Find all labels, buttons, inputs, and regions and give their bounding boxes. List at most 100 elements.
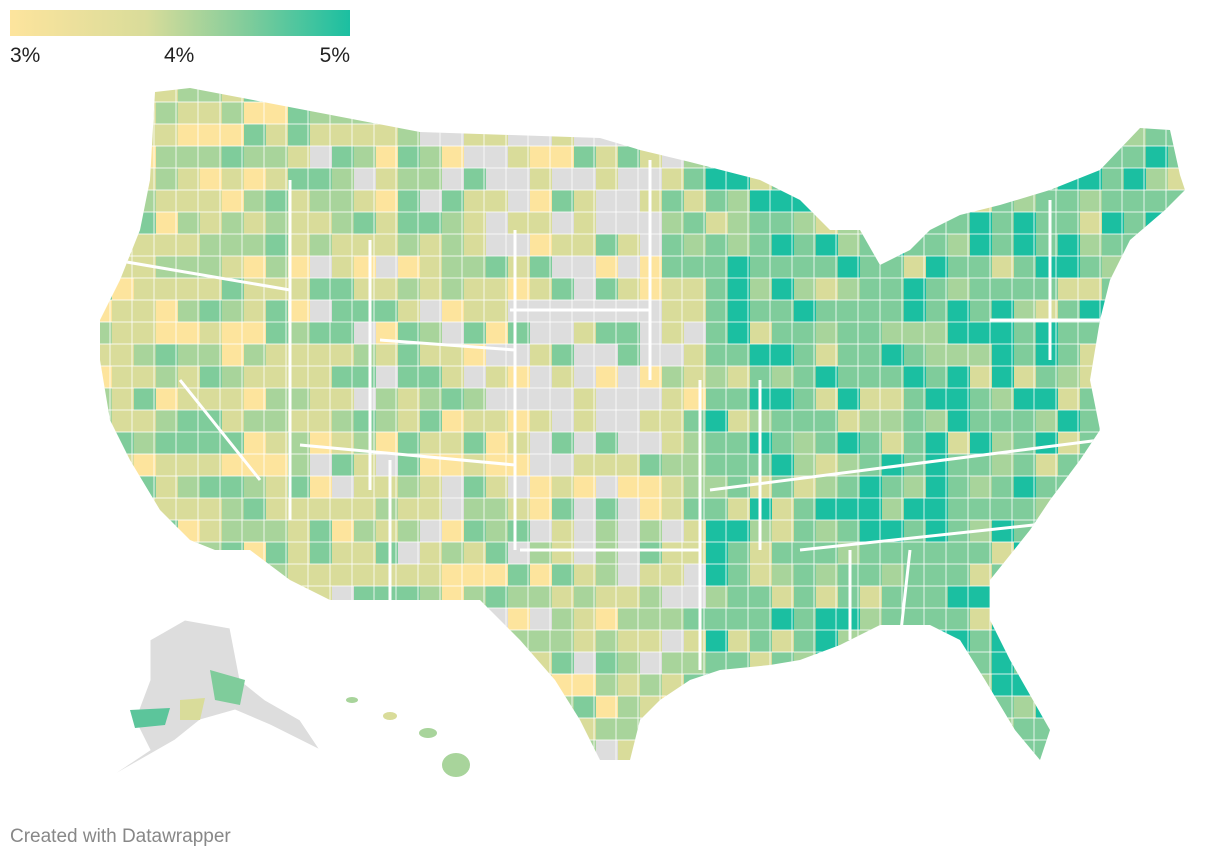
county-tile — [266, 740, 288, 760]
county-tile — [1102, 740, 1124, 760]
county-tile — [332, 784, 354, 800]
county-tile — [1146, 410, 1168, 432]
county-tile — [596, 88, 618, 102]
county-tile — [222, 762, 244, 784]
county-tile — [1190, 410, 1212, 432]
county-tile — [1058, 740, 1080, 760]
county-tile — [244, 608, 266, 630]
county-tile — [1036, 586, 1058, 608]
county-tile — [100, 454, 112, 476]
county-tile — [310, 762, 332, 784]
county-tile — [486, 88, 508, 102]
county-tile — [1190, 784, 1212, 800]
county-tile — [1190, 696, 1212, 718]
county-tile — [1102, 454, 1124, 476]
county-tile — [100, 146, 112, 168]
county-tile — [266, 586, 288, 608]
county-tile — [838, 696, 860, 718]
county-tile — [1190, 564, 1212, 586]
county-tile — [838, 146, 860, 168]
county-tile — [398, 696, 420, 718]
county-tile — [926, 146, 948, 168]
county-tile — [1102, 300, 1124, 322]
county-tile — [178, 564, 200, 586]
county-tile — [882, 168, 904, 190]
county-tile — [1190, 168, 1212, 190]
county-tile — [530, 674, 552, 696]
county-tile — [1146, 718, 1168, 740]
county-tile — [860, 718, 882, 740]
county-tile — [904, 762, 926, 784]
county-tile — [288, 630, 310, 652]
county-tile — [706, 718, 728, 740]
county-tile — [100, 190, 112, 212]
county-tile — [750, 718, 772, 740]
county-tile — [464, 674, 486, 696]
hawaii-inset — [346, 697, 470, 777]
county-tile — [486, 652, 508, 674]
county-tile — [948, 190, 970, 212]
county-tile — [948, 718, 970, 740]
county-tile — [992, 608, 1014, 630]
county-tile — [464, 630, 486, 652]
county-tile — [100, 476, 112, 498]
county-tile — [838, 102, 860, 124]
county-tile — [728, 718, 750, 740]
county-tile — [860, 146, 882, 168]
county-tile — [904, 652, 926, 674]
county-tile — [1102, 322, 1124, 344]
county-tile — [112, 476, 134, 498]
county-tile — [156, 762, 178, 784]
county-tile — [1124, 630, 1146, 652]
county-tile — [1080, 630, 1102, 652]
county-tile — [926, 784, 948, 800]
county-tile — [1102, 542, 1124, 564]
county-tile — [1014, 784, 1036, 800]
county-tile — [332, 630, 354, 652]
county-tile — [288, 674, 310, 696]
county-tile — [100, 630, 112, 652]
county-tile — [706, 124, 728, 146]
county-tile — [1080, 520, 1102, 542]
county-tile — [552, 88, 574, 102]
county-tile — [464, 608, 486, 630]
county-tile — [464, 652, 486, 674]
county-tile — [772, 168, 794, 190]
county-tile — [860, 652, 882, 674]
county-tile — [794, 784, 816, 800]
county-tile — [1102, 718, 1124, 740]
county-tile — [1190, 146, 1212, 168]
county-tile — [706, 740, 728, 760]
county-tile — [376, 88, 398, 102]
county-tile — [1102, 410, 1124, 432]
county-tile — [310, 88, 332, 102]
county-tile — [354, 718, 376, 740]
county-tile — [100, 278, 112, 300]
county-tile — [1102, 630, 1124, 652]
county-tile — [508, 718, 530, 740]
county-tile — [398, 784, 420, 800]
county-tile — [882, 740, 904, 760]
county-tile — [1124, 498, 1146, 520]
county-tile — [266, 674, 288, 696]
county-tile — [200, 784, 222, 800]
county-tile — [1036, 542, 1058, 564]
county-tile — [1190, 102, 1212, 124]
county-tile — [750, 696, 772, 718]
county-tile — [1124, 410, 1146, 432]
county-tile — [992, 784, 1014, 800]
county-tile — [420, 784, 442, 800]
county-tile — [332, 740, 354, 760]
county-tile — [508, 674, 530, 696]
county-tile — [266, 762, 288, 784]
county-tile — [1102, 762, 1124, 784]
county-tile — [288, 762, 310, 784]
county-tile — [1168, 344, 1185, 366]
county-tile — [1168, 564, 1185, 586]
county-tile — [1058, 88, 1080, 102]
county-tile — [618, 762, 640, 784]
county-tile — [926, 696, 948, 718]
county-tile — [684, 88, 706, 102]
county-tile — [1168, 762, 1190, 784]
county-tile — [750, 102, 772, 124]
